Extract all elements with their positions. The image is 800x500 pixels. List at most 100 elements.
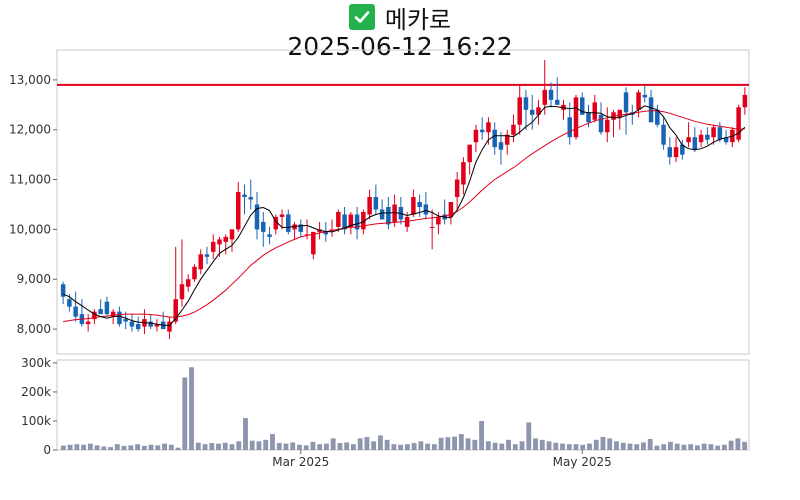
volume-bar <box>195 442 201 450</box>
volume-bar <box>735 438 741 450</box>
volume-bar <box>708 444 714 450</box>
volume-bar <box>236 441 242 450</box>
candle-body <box>117 311 122 325</box>
candle-body <box>548 89 554 100</box>
candle-body <box>517 97 522 125</box>
candle-body <box>723 137 729 143</box>
check-icon <box>348 4 375 30</box>
candle-body <box>655 109 660 125</box>
candle-body <box>504 134 510 145</box>
volume-bar <box>431 444 437 450</box>
candle-body <box>292 224 297 230</box>
volume-bar <box>580 444 586 450</box>
volume-bar <box>661 444 667 450</box>
candle-body <box>617 109 623 118</box>
volume-bar <box>566 444 572 450</box>
candle-body <box>542 89 547 105</box>
candle-body <box>667 147 673 158</box>
candle-body <box>379 209 385 220</box>
price-tick-label: 13,000 <box>9 73 51 87</box>
volume-bar <box>593 439 599 450</box>
candle-body <box>323 231 329 235</box>
volume-bar <box>587 443 592 450</box>
volume-bar <box>317 444 323 450</box>
price-tick-label: 12,000 <box>9 123 51 137</box>
candle-body <box>717 127 723 140</box>
volume-bar <box>546 441 552 450</box>
volume-bar <box>74 444 80 450</box>
candle-body <box>592 102 598 120</box>
candle-body <box>511 124 516 135</box>
volume-bar <box>654 445 660 450</box>
volume-bar <box>728 440 734 450</box>
candle-body <box>605 119 610 133</box>
volume-bar <box>344 442 350 450</box>
volume-bar <box>330 438 336 450</box>
volume-bar <box>533 438 538 450</box>
candle-body <box>85 321 91 325</box>
candle-body <box>286 214 291 232</box>
candle-body <box>461 162 466 185</box>
volume-bar <box>121 445 127 450</box>
checkmark-glyph <box>354 11 370 23</box>
candle-body <box>342 214 347 230</box>
volume-bar <box>506 439 511 450</box>
candle-body <box>135 324 141 330</box>
volume-bar <box>324 443 329 450</box>
volume-bar <box>175 447 181 450</box>
volume-bar <box>357 438 363 450</box>
candle-body <box>185 279 191 287</box>
candle-body <box>448 202 454 217</box>
candle-body <box>636 92 641 110</box>
candle-body <box>60 284 66 297</box>
candle-body <box>473 129 479 143</box>
candle-body <box>642 94 648 98</box>
candle-body <box>736 107 741 140</box>
candle-body <box>279 214 285 217</box>
volume-bar <box>391 444 397 450</box>
candle-body <box>411 197 416 215</box>
candle-body <box>204 254 210 257</box>
volume-bar <box>620 442 626 450</box>
price-tick-label: 11,000 <box>9 173 51 187</box>
candle-body <box>254 204 260 230</box>
candle-body <box>392 204 397 222</box>
volume-bar <box>641 442 646 450</box>
volume-tick-label: 100k <box>21 414 51 428</box>
volume-panel-frame <box>56 359 750 451</box>
candle-body <box>273 216 279 230</box>
volume-bar <box>303 445 309 450</box>
chart-timestamp: 2025-06-12 16:22 <box>287 32 513 61</box>
volume-bar <box>162 443 167 450</box>
volume-bar <box>573 444 579 450</box>
volume-bar <box>553 442 559 450</box>
volume-bar <box>94 445 100 450</box>
candle-body <box>367 197 372 215</box>
candle-body <box>454 179 460 198</box>
candle-body <box>711 127 716 138</box>
candle-body <box>486 122 491 133</box>
candle-body <box>586 112 591 123</box>
candle-body <box>680 144 685 155</box>
volume-bar <box>263 439 269 450</box>
candle-body <box>167 321 172 332</box>
candle-body <box>123 319 128 322</box>
volume-bar <box>721 444 727 450</box>
candle-body <box>492 129 497 148</box>
candle-body <box>92 311 97 320</box>
volume-tick-label: 0 <box>43 443 51 457</box>
volume-bar <box>222 442 228 450</box>
volume-bar <box>627 443 633 450</box>
candle-body <box>686 137 691 143</box>
candle-body <box>692 137 698 150</box>
candle-body <box>467 144 472 163</box>
volume-bar <box>479 420 484 450</box>
candle-body <box>373 197 379 210</box>
candle-body <box>298 224 304 232</box>
price-tick-label: 9,000 <box>17 272 51 286</box>
candle-body <box>148 321 153 327</box>
volume-bar <box>458 434 464 450</box>
volume-tick-label: 300k <box>21 356 51 370</box>
price-tick-label: 10,000 <box>9 222 51 236</box>
